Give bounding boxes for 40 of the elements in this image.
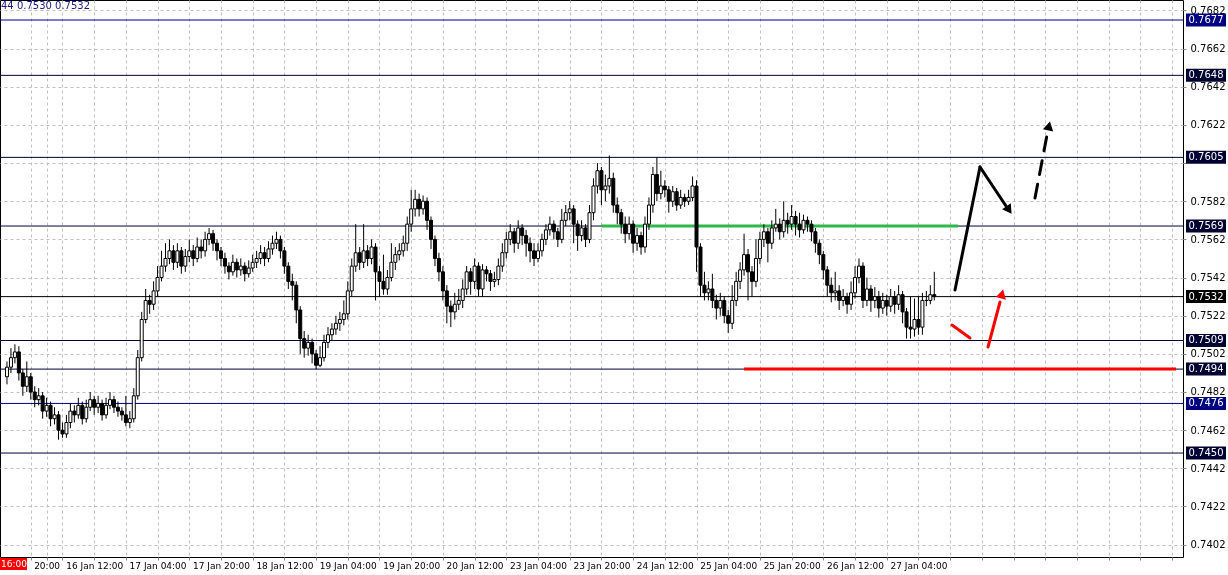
ref-line-label: 0.7648 [1188, 69, 1224, 81]
x-tick-label: 18 Jan 12:00 [256, 560, 314, 571]
ref-line-label: 0.7494 [1188, 363, 1224, 375]
y-tick-label: 0.7622 [1190, 119, 1226, 131]
ref-line-label: 0.7450 [1188, 447, 1224, 459]
x-tick-label: 17 Jan 20:00 [192, 560, 251, 571]
x-tick-label: 19 Jan 20:00 [383, 560, 441, 571]
ref-line-label: 0.7476 [1188, 397, 1224, 409]
x-tick-label: 25 Jan 20:00 [763, 560, 821, 571]
x-tick-label: 26 Jan 12:00 [827, 560, 885, 571]
x-tick-label: 20:00 [34, 560, 61, 571]
y-tick-label: 0.7442 [1190, 462, 1226, 474]
y-tick-label: 0.7502 [1190, 348, 1226, 360]
y-tick-label: 0.7522 [1190, 310, 1226, 322]
x-tick-label: 17 Jan 04:00 [129, 560, 187, 571]
x-tick-label: 20 Jan 12:00 [446, 560, 504, 571]
y-tick-label: 0.7402 [1190, 539, 1226, 551]
annotation: 44 0.7530 0.7532 [1, 0, 91, 11]
y-tick-label: 0.7482 [1190, 386, 1226, 398]
y-tick-label: 0.7582 [1190, 195, 1226, 207]
x-tick-label: 27 Jan 04:00 [890, 560, 948, 571]
x-tick-label: 16 Jan 12:00 [66, 560, 124, 571]
ref-line-label: 0.7509 [1188, 334, 1224, 346]
x-tick-label: 19 Jan 04:00 [319, 560, 378, 571]
y-tick-label: 0.7542 [1190, 272, 1226, 284]
y-tick-label: 0.7562 [1190, 233, 1226, 245]
x-tick-label: 23 Jan 04:00 [510, 560, 568, 571]
y-tick-label: 0.7682 [1190, 4, 1226, 16]
y-tick-label: 0.7422 [1190, 500, 1226, 512]
text: 16:00 [1, 559, 28, 569]
ref-line-label: 0.7532 [1188, 290, 1224, 302]
ref-line-label: 0.7569 [1188, 220, 1224, 232]
y-tick-label: 0.7662 [1190, 43, 1226, 55]
x-tick-label: 23 Jan 20:00 [573, 560, 631, 571]
y-tick-label: 0.7642 [1190, 81, 1226, 93]
x-tick-label: 24 Jan 12:00 [636, 560, 695, 571]
ref-line-label: 0.7677 [1188, 14, 1224, 26]
ref-line-label: 0.7605 [1188, 151, 1224, 163]
y-tick-label: 0.7462 [1190, 424, 1226, 436]
x-tick-label: 25 Jan 04:00 [700, 560, 758, 571]
